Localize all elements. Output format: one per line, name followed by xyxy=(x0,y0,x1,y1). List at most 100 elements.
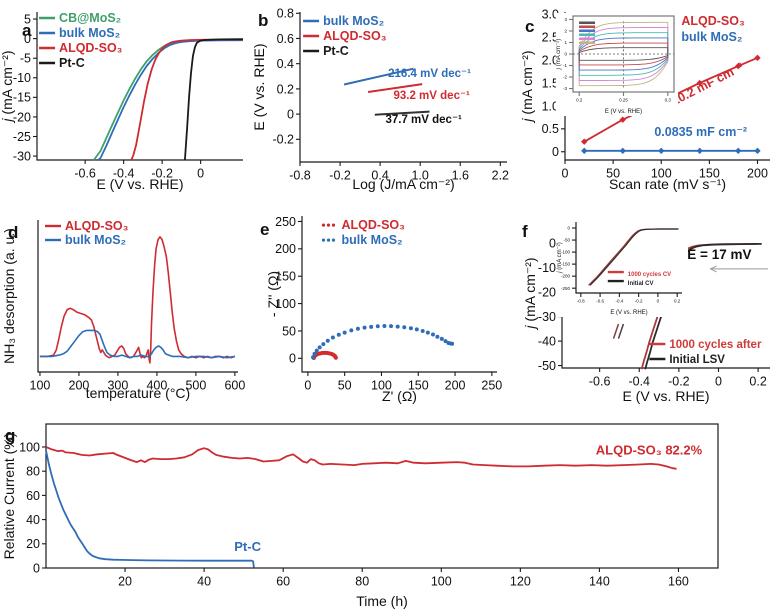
y-tick-label: 100 xyxy=(275,297,296,311)
panel-c-cv-inset: 0.2 0.25 0.3 3 2 1 0 -1 -2 -3 E (V vs. RHE) j (mA c… xyxy=(556,13,678,116)
x-axis-label: E (V vs. RHE) xyxy=(610,310,647,316)
x-tick-label: -0.4 xyxy=(628,375,650,389)
y-tick-label: -30 xyxy=(538,310,556,324)
panel-c-chart: 0 50 100 150 200 3.0 2.5 2.0 1.5 1.0 0.5 0 Scan rate… xyxy=(519,8,770,192)
x-axis-label: E (V vs. RHE) xyxy=(96,176,183,192)
x-tick-label: 150 xyxy=(408,379,429,393)
x-tick-label: 1.0 xyxy=(411,169,428,183)
x-axis-label: E (V vs. RHE) xyxy=(605,109,642,115)
panel-g: 20 40 60 80 100 120 140 160 100 80 60 40 20 0 Time (h)… xyxy=(0,408,779,612)
x-tick-label: 200 xyxy=(69,379,90,393)
panel-b-chart: -0.8 -0.2 0.4 1.0 1.6 2.20.80.60.40.20-0.2Log… xyxy=(251,7,509,192)
y-tick-label: 0.8 xyxy=(277,7,294,21)
y-tick-label: -20 xyxy=(13,110,31,124)
axes: 0 50 100 150 200 3.0 2.5 2.0 1.5 1.0 0.5 0 xyxy=(542,8,770,181)
legend-label: ALQD-SO₃ xyxy=(323,29,387,43)
y-tick-label: -30 xyxy=(13,149,31,163)
y-axis-label: Relative Current (%) xyxy=(1,433,17,560)
x-tick-label: 80 xyxy=(355,575,369,589)
panel-a-letter: a xyxy=(22,21,32,40)
y-tick-label: 0.2 xyxy=(277,82,294,96)
panel-inset-c-chart: 0.2 0.25 0.3 3 2 1 0 -1 -2 -3 E (V vs. RHE) j (mA c… xyxy=(556,15,675,115)
legend-label: Initial CV xyxy=(628,281,654,287)
annotation: ALQD-SO₃ 82.2% xyxy=(596,442,703,457)
x-tick-label: -0.6 xyxy=(74,167,96,181)
axes: -0.6 -0.4 -0.2 0 0.2 0 -10 -20 -30 -40 -50 xyxy=(538,218,770,389)
x-axis-label: temperature (°C) xyxy=(86,385,190,401)
x-axis-label: Log (J/mA cm⁻²) xyxy=(352,176,454,192)
x-tick-label: -0.6 xyxy=(596,299,604,304)
legend-label: ALQD-SO₃ xyxy=(65,219,129,233)
y-tick-label: -100 xyxy=(561,250,571,255)
legend-label: bulk MoS₂ xyxy=(681,30,742,44)
x-tick-label: 0 xyxy=(304,379,311,393)
cv-loop xyxy=(578,32,669,76)
x-axis-label: Z' (Ω) xyxy=(382,388,417,404)
panel-d-chart: 100 200 300 400 500 600 temperature (°C) NH₃ de… xyxy=(1,219,245,401)
x-tick-label: 250 xyxy=(481,379,502,393)
panel-f-chart: -0.6 -0.4 -0.2 0 0.2 0 -10 -20 -30 -40 -50 E (V vs.… xyxy=(522,218,770,404)
y-tick-label: -3 xyxy=(563,86,567,91)
legend-label: ALQD-SO₃ xyxy=(342,218,406,232)
y-axis-label: j (mA cm⁻²) xyxy=(556,39,562,71)
x-tick-label: 200 xyxy=(445,379,466,393)
x-tick-label: -0.4 xyxy=(615,299,623,304)
x-tick-label: 0 xyxy=(715,375,722,389)
y-tick-label: -15 xyxy=(13,91,31,105)
legend-label: bulk MoS₂ xyxy=(59,26,120,40)
x-axis-label: E (V vs. RHE) xyxy=(622,388,709,404)
panel-d-letter: d xyxy=(8,223,19,242)
y-axis-label: NH₃ desorption (a. u.) xyxy=(1,228,17,364)
legend-label: CB@MoS₂ xyxy=(59,11,121,25)
legend-label: 1000 cycles after xyxy=(669,339,762,351)
annotation: 0.0835 mF cm⁻² xyxy=(654,125,747,139)
x-tick-label: 100 xyxy=(651,167,672,181)
series-Pt-C tafel xyxy=(374,110,430,116)
y-tick-label: 1 xyxy=(564,40,567,45)
y-tick-label: -5 xyxy=(20,52,31,66)
panel-g-letter: g xyxy=(5,426,16,445)
y-tick-label: -20 xyxy=(538,286,556,300)
x-axis-label: Scan rate (mV s⁻¹) xyxy=(609,176,726,192)
annotation: 93.2 mV dec⁻¹ xyxy=(393,90,470,102)
y-tick-label: -2 xyxy=(563,75,567,80)
y-tick-label: -10 xyxy=(13,71,31,85)
x-tick-label: -0.4 xyxy=(113,167,135,181)
series-CB@MoS2 xyxy=(93,38,244,161)
legend-label: Pt-C xyxy=(323,44,349,58)
y-axis-label: j (mA cm⁻²) xyxy=(522,257,538,330)
panel-f-cv-inset: -0.8 -0.6 -0.4 -0.2 0 0.2 0 -50 -100 -150 -200 -250… xyxy=(556,217,688,317)
panel-d: 100 200 300 400 500 600 temperature (°C) NH₃ de… xyxy=(0,196,248,408)
legend-label: bulk MoS₂ xyxy=(342,233,403,247)
legend-label: ALQD-SO₃ xyxy=(59,41,123,55)
annotation: ΔE = 17 mV xyxy=(678,247,752,262)
break-mark xyxy=(612,323,620,339)
axes: -0.8 -0.2 0.4 1.0 1.6 2.2 0.8 0.6 0.4 0.2 0 -0.2 xyxy=(272,7,509,183)
y-tick-label: 250 xyxy=(275,215,296,229)
series-ALQD-SO3 NH3-TPD xyxy=(39,236,236,364)
panel-c-letter: c xyxy=(525,17,535,36)
cv-loop xyxy=(578,42,669,66)
y-tick-label: 0.6 xyxy=(277,32,294,46)
y-tick-label: -250 xyxy=(561,286,571,291)
y-tick-label: 2.0 xyxy=(542,53,559,67)
x-tick-label: 20 xyxy=(118,575,132,589)
x-tick-label: 120 xyxy=(510,575,531,589)
y-tick-label: 40 xyxy=(26,513,40,527)
legend-label: Pt-C xyxy=(59,56,85,70)
x-tick-label: 600 xyxy=(224,379,245,393)
panel-b: -0.8 -0.2 0.4 1.0 1.6 2.2 0.8 0.6 0.4 0.2 0 -0.2 Log… xyxy=(248,0,520,196)
x-axis-label: Time (h) xyxy=(356,593,408,609)
y-tick-label: 200 xyxy=(275,242,296,256)
axes: -0.6 -0.4 -0.2 0 5 0 -5 -10 -15 -20 -25 -30 xyxy=(13,12,243,181)
y-tick-label: -150 xyxy=(561,262,571,267)
x-tick-label: 2.2 xyxy=(492,169,509,183)
y-axis-label: - Z'' (Ω) xyxy=(265,271,281,317)
y-tick-label: 20 xyxy=(26,537,40,551)
legend-label: Initial LSV xyxy=(669,354,725,366)
y-tick-label: 3 xyxy=(564,17,567,22)
x-tick-label: 150 xyxy=(699,167,720,181)
legend xyxy=(579,21,596,44)
legend-label: bulk MoS₂ xyxy=(65,233,126,247)
x-tick-label: 500 xyxy=(185,379,206,393)
